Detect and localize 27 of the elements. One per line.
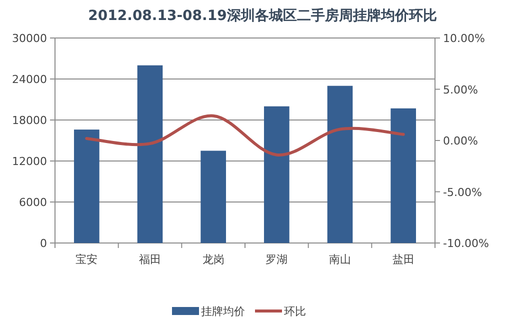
bar — [137, 65, 163, 243]
y2-tick-label: -10.00% — [443, 237, 489, 250]
y-tick-label: 12000 — [12, 155, 47, 168]
y2-tick-label: 10.00% — [443, 32, 485, 45]
x-tick-label: 盐田 — [392, 253, 414, 266]
y-tick-label: 30000 — [12, 32, 47, 45]
y-tick-label: 24000 — [12, 73, 47, 86]
y-tick-label: 6000 — [19, 196, 47, 209]
bar — [264, 106, 290, 243]
x-tick-label: 南山 — [329, 253, 351, 266]
x-tick-label: 罗湖 — [266, 253, 288, 266]
y-tick-label: 0 — [40, 237, 47, 250]
y2-tick-label: 0.00% — [443, 134, 478, 148]
y-tick-label: 18000 — [12, 114, 47, 127]
bar — [200, 150, 226, 243]
y2-tick-label: -5.00% — [443, 186, 482, 199]
y2-tick-label: 5.00% — [443, 83, 478, 96]
bar — [327, 86, 353, 243]
bar — [390, 108, 416, 243]
x-tick-label: 龙岗 — [202, 253, 224, 266]
line-series — [85, 114, 405, 156]
x-tick-label: 宝安 — [76, 253, 98, 266]
legend-label: 挂牌均价 — [201, 305, 245, 318]
x-tick-label: 福田 — [139, 253, 161, 266]
bar — [74, 130, 100, 243]
chart-title: 2012.08.13-08.19深圳各城区二手房周挂牌均价环比 — [88, 7, 437, 24]
legend-label: 环比 — [284, 305, 306, 318]
